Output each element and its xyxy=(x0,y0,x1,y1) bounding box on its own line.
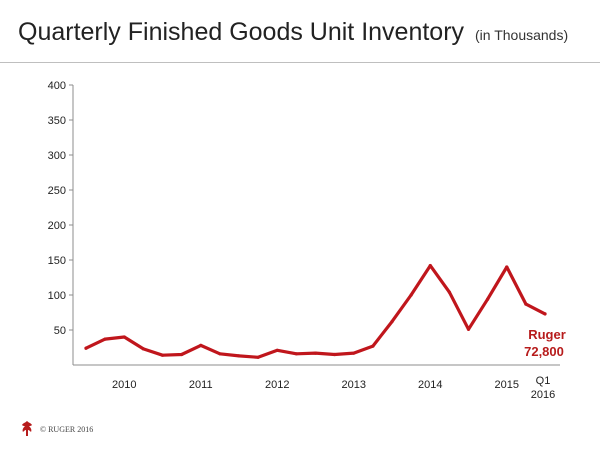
data-point xyxy=(352,351,356,355)
annotation-value: 72,800 xyxy=(524,344,564,359)
data-point xyxy=(505,265,509,269)
data-point xyxy=(524,302,528,306)
x-tick-label: 2013 xyxy=(342,379,366,391)
annotation-label: Ruger xyxy=(528,327,566,342)
data-point xyxy=(275,348,279,352)
data-point xyxy=(543,312,547,316)
y-tick-label: 250 xyxy=(48,185,66,197)
x-tick-label: 2012 xyxy=(265,379,289,391)
series-line xyxy=(84,264,547,359)
chart-axes xyxy=(28,85,560,379)
y-tick-label: 150 xyxy=(48,255,66,267)
x-tick-label: Q1 xyxy=(536,375,551,387)
chart-subtitle: (in Thousands) xyxy=(475,27,569,43)
data-point xyxy=(294,352,298,356)
data-point xyxy=(256,355,260,359)
data-point xyxy=(199,343,203,347)
annotation-group: Ruger 72,800 xyxy=(524,327,566,359)
y-tick-label: 400 xyxy=(48,80,66,92)
y-tick-label: 100 xyxy=(48,290,66,302)
data-point xyxy=(218,352,222,356)
data-point xyxy=(466,327,471,331)
series-group xyxy=(84,264,547,359)
x-axis-ticks: 2010 2011 2012 2013 2014 2015 Q1 2016 xyxy=(112,375,555,401)
x-tick-label: 2011 xyxy=(189,379,213,391)
data-point xyxy=(313,351,318,355)
y-tick-label: 350 xyxy=(48,115,66,127)
x-tick-label: 2010 xyxy=(112,379,136,391)
data-point xyxy=(180,352,184,357)
data-point xyxy=(486,297,490,301)
slide-title: Quarterly Finished Goods Unit Inventory … xyxy=(18,18,568,47)
y-tick-label: 50 xyxy=(54,325,66,337)
data-point xyxy=(447,290,451,294)
chart-title: Quarterly Finished Goods Unit Inventory xyxy=(18,18,465,46)
axis-corner-mask xyxy=(28,351,70,379)
footer: © RUGER 2016 xyxy=(20,420,93,438)
data-point xyxy=(428,264,432,268)
data-point xyxy=(122,335,126,339)
y-tick-label: 300 xyxy=(48,150,66,162)
ruger-eagle-logo-icon xyxy=(22,421,32,436)
data-point xyxy=(390,320,394,324)
y-axis-ticks: 50 100 150 200 250 300 350 400 xyxy=(48,80,73,337)
data-point xyxy=(103,337,107,341)
data-point xyxy=(371,344,375,348)
footer-copyright: © RUGER 2016 xyxy=(40,424,94,434)
x-tick-label: 2015 xyxy=(495,379,519,391)
title-divider xyxy=(0,62,600,63)
x-tick-label-line2: 2016 xyxy=(531,389,555,401)
data-point xyxy=(160,353,165,357)
data-point xyxy=(84,346,88,350)
y-tick-label: 200 xyxy=(48,220,66,232)
x-tick-label: 2014 xyxy=(418,379,442,391)
data-point xyxy=(237,354,241,358)
data-point xyxy=(333,352,337,357)
data-point xyxy=(409,293,413,297)
data-point xyxy=(141,347,145,351)
